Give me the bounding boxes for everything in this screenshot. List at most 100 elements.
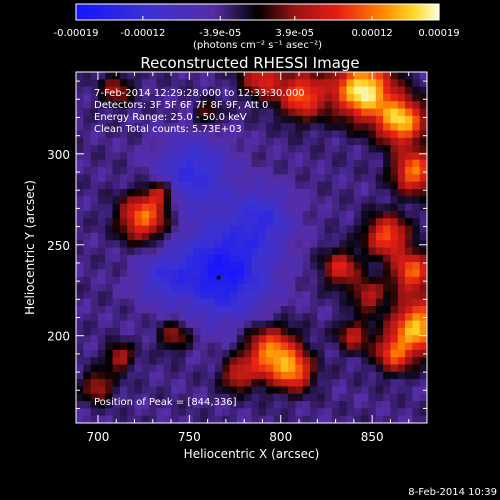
heatmap-cell: [324, 159, 333, 168]
heatmap-cell: [346, 130, 355, 139]
heatmap-cell: [127, 327, 135, 336]
heatmap-cell: [383, 181, 391, 190]
heatmap-cell: [200, 327, 209, 336]
heatmap-cell: [266, 218, 274, 227]
heatmap-cell: [375, 240, 384, 248]
colorbar-segment: [266, 4, 271, 20]
heatmap-cell: [236, 93, 245, 102]
colorbar-segment: [318, 4, 322, 20]
heatmap-cell: [258, 408, 267, 417]
heatmap-cell: [163, 276, 172, 285]
heatmap-cell: [185, 342, 194, 351]
heatmap-cell: [193, 174, 201, 183]
heatmap-cell: [324, 225, 333, 234]
heatmap-cell: [214, 167, 223, 175]
heatmap-cell: [178, 401, 187, 409]
heatmap-cell: [419, 152, 428, 161]
heatmap-cell: [105, 284, 114, 292]
heatmap-cell: [273, 174, 282, 183]
heatmap-cell: [156, 240, 165, 248]
heatmap-cell: [412, 357, 421, 365]
heatmap-cell: [171, 130, 179, 139]
colorbar-segment: [142, 4, 147, 20]
heatmap-cell: [324, 101, 333, 110]
heatmap-cell: [171, 364, 179, 373]
heatmap-cell: [317, 145, 326, 153]
heatmap-cell: [127, 167, 135, 175]
heatmap-cell: [163, 247, 172, 256]
heatmap-cell: [390, 269, 399, 278]
heatmap-cell: [251, 115, 260, 124]
heatmap-cell: [390, 291, 399, 300]
heatmap-cell: [214, 86, 223, 95]
heatmap-cell: [302, 189, 311, 197]
heatmap-cell: [419, 306, 428, 314]
heatmap-cell: [251, 137, 260, 146]
heatmap-cell: [317, 93, 326, 102]
heatmap-cell: [222, 101, 231, 110]
heatmap-cell: [178, 137, 187, 146]
heatmap-cell: [375, 335, 384, 344]
heatmap-cell: [383, 349, 391, 358]
heatmap-cell: [346, 86, 355, 95]
heatmap-cell: [163, 115, 172, 124]
heatmap-cell: [105, 327, 114, 336]
heatmap-cell: [90, 123, 99, 131]
heatmap-cell: [288, 152, 296, 161]
heatmap-cell: [258, 262, 267, 270]
heatmap-cell: [119, 247, 128, 256]
heatmap-cell: [302, 93, 311, 102]
heatmap-cell: [185, 167, 194, 175]
heatmap-cell: [244, 247, 252, 256]
heatmap-cell: [229, 298, 238, 307]
heatmap-cell: [214, 152, 223, 161]
heatmap-cell: [141, 115, 150, 124]
heatmap-cell: [185, 225, 194, 234]
heatmap-cell: [375, 79, 384, 88]
heatmap-cell: [266, 86, 274, 95]
heatmap-cell: [214, 313, 223, 322]
heatmap-cell: [302, 123, 311, 131]
heatmap-cell: [368, 86, 377, 95]
heatmap-cell: [244, 320, 252, 329]
heatmap-cell: [90, 335, 99, 344]
heatmap-cell: [258, 123, 267, 131]
heatmap-cell: [207, 342, 216, 351]
heatmap-cell: [185, 298, 194, 307]
heatmap-cell: [375, 247, 384, 256]
heatmap-cell: [127, 349, 135, 358]
heatmap-cell: [412, 174, 421, 183]
heatmap-cell: [119, 342, 128, 351]
heatmap-cell: [163, 262, 172, 270]
heatmap-cell: [141, 386, 150, 395]
heatmap-cell: [185, 210, 194, 219]
colorbar-segment: [100, 4, 104, 20]
heatmap-cell: [119, 232, 128, 241]
heatmap-cell: [90, 342, 99, 351]
heatmap-cell: [244, 313, 252, 322]
heatmap-cell: [236, 159, 245, 168]
heatmap-cell: [83, 86, 92, 95]
heatmap-cell: [339, 379, 348, 387]
heatmap-cell: [90, 181, 99, 190]
heatmap-cell: [361, 159, 369, 168]
heatmap-cell: [222, 313, 231, 322]
heatmap-cell: [171, 327, 179, 336]
heatmap-cell: [419, 210, 428, 219]
heatmap-cell: [375, 269, 384, 278]
heatmap-cell: [171, 196, 179, 205]
heatmap-cell: [258, 386, 267, 395]
heatmap-cell: [193, 298, 201, 307]
heatmap-cell: [419, 327, 428, 336]
heatmap-cell: [156, 371, 165, 380]
heatmap-cell: [134, 306, 143, 314]
heatmap-cell: [368, 79, 377, 88]
heatmap-cell: [105, 79, 114, 88]
heatmap-cell: [375, 72, 384, 80]
heatmap-cell: [368, 101, 377, 110]
heatmap-cell: [361, 276, 369, 285]
heatmap-cell: [375, 152, 384, 161]
heatmap-cell: [390, 306, 399, 314]
colorbar-segment: [402, 4, 407, 20]
heatmap-cell: [171, 203, 179, 212]
